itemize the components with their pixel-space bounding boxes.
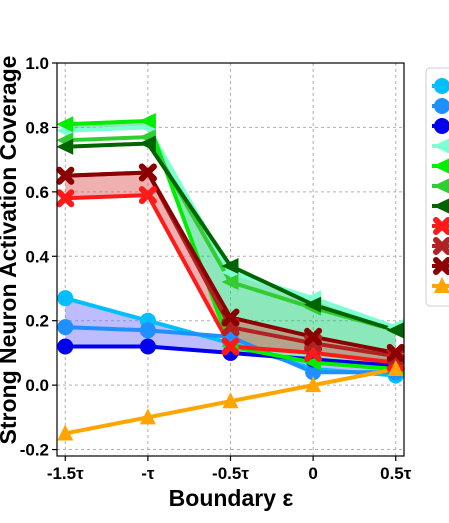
y-tick-label: 0.4 [25,247,49,266]
data-point [221,308,240,327]
series-markers [56,112,405,441]
data-point [386,343,405,362]
data-point [433,198,449,214]
y-tick-label: -0.2 [20,441,49,460]
data-point [139,338,156,355]
x-marker-stroke [433,237,449,255]
data-point [138,186,157,205]
data-point [434,277,449,293]
y-tick-label: 0.6 [25,183,49,202]
x-marker-stroke [138,186,157,205]
data-point [434,98,449,114]
data-point [138,112,156,129]
y-tick-label: 0.2 [25,312,49,331]
y-tick-label: 0.8 [25,118,49,137]
data-point [434,78,449,94]
y-tick-label: 1.0 [25,54,49,73]
y-axis-label: Strong Neuron Activation Coverage [0,56,21,445]
data-point [139,408,156,425]
x-marker-stroke [138,163,157,182]
data-point [434,118,449,134]
data-point [138,163,157,182]
data-point [56,189,75,208]
data-point [56,166,75,185]
data-point [56,116,74,133]
data-point [57,290,74,307]
axes: -1.5τ -τ -0.5τ 0 0.5τ -0.2 0.0 0.2 0.4 0.6 0.8 1.0 [20,54,412,483]
x-marker-stroke [386,343,405,362]
data-point [433,257,449,275]
data-point [221,257,239,274]
data-point [433,237,449,255]
legend-entry [432,178,449,194]
y-tick-label: 0.0 [25,376,49,395]
data-point [433,217,449,235]
data-point [221,337,240,356]
data-point [221,274,239,291]
data-point [304,327,323,346]
x-marker-stroke [221,308,240,327]
data-point [433,158,449,174]
data-point [138,135,156,152]
data-point [387,360,404,377]
legend-entry [432,118,449,134]
data-point [222,392,239,409]
data-point [57,319,74,336]
x-marker-stroke [304,327,323,346]
legend-entry [432,138,449,154]
x-marker-stroke [433,257,449,275]
data-point [57,338,74,355]
data-point [386,322,404,339]
x-axis-label: Boundary ε [169,485,294,511]
data-point [305,376,322,393]
x-marker-stroke [433,217,449,235]
legend-entry [432,78,449,94]
x-tick-label: -0.5τ [212,464,249,483]
x-marker-stroke [221,337,240,356]
data-point [57,424,74,441]
data-point [139,322,156,339]
legend-entry [432,198,449,214]
data-point [56,138,74,155]
legend-entry [432,277,449,293]
x-tick-label: -1.5τ [47,464,84,483]
data-point [433,138,449,154]
x-tick-label: -τ [141,464,155,483]
legend-entry [432,158,449,174]
legend-entry [432,237,449,255]
legend [425,67,449,307]
data-point [304,296,322,313]
x-tick-label: 0 [308,464,317,483]
x-marker-stroke [56,189,75,208]
legend-entry [432,257,449,275]
data-point [433,178,449,194]
legend-entry [432,217,449,235]
x-marker-stroke [56,166,75,185]
legend-entry [432,98,449,114]
x-tick-label: 0.5τ [380,464,412,483]
